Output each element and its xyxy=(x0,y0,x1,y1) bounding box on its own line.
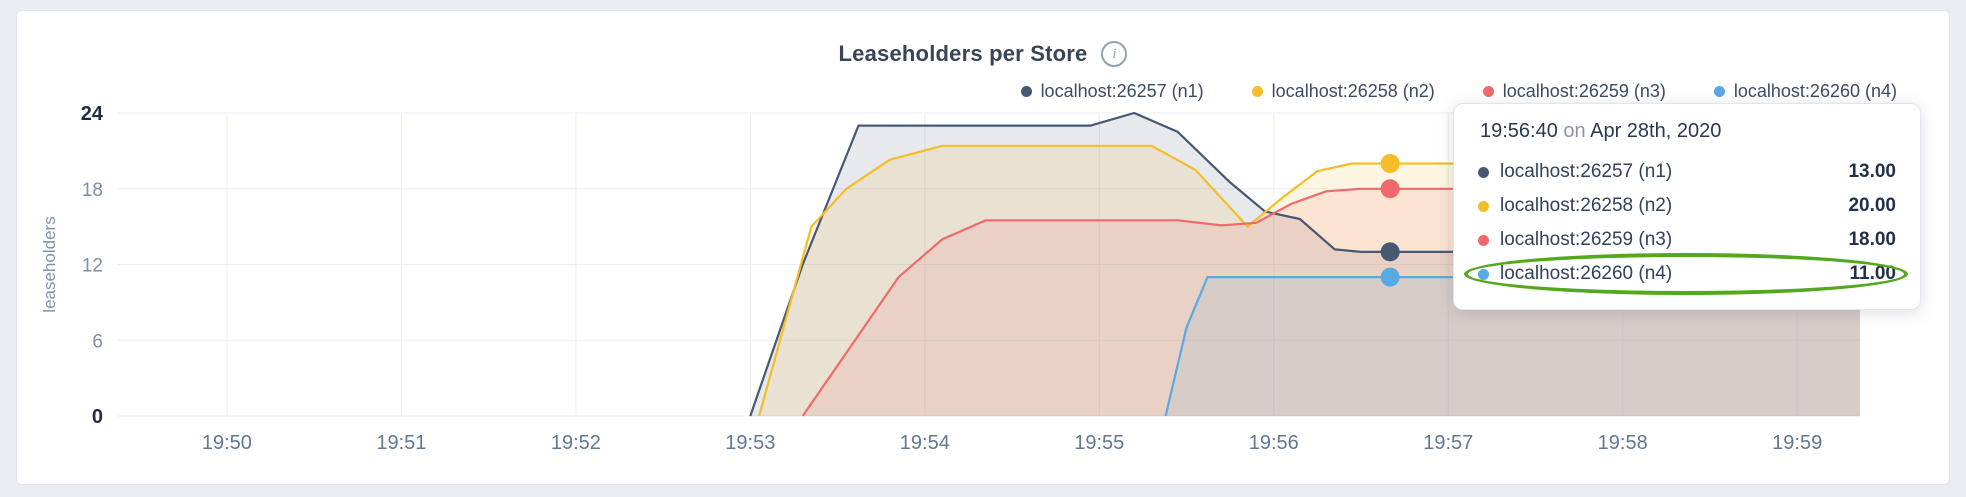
tooltip-label-n4: localhost:26260 (n4) xyxy=(1500,263,1673,284)
svg-text:6: 6 xyxy=(92,331,103,352)
legend-item-n2[interactable]: localhost:26258 (n2) xyxy=(1251,81,1435,102)
legend: localhost:26257 (n1) localhost:26258 (n2… xyxy=(1020,81,1897,102)
svg-text:19:53: 19:53 xyxy=(725,432,775,454)
tooltip-connector: on xyxy=(1563,120,1586,142)
svg-text:19:50: 19:50 xyxy=(202,432,252,454)
tooltip-row-n3: localhost:26259 (n3) 18.00 xyxy=(1478,223,1896,257)
tooltip-label-n3: localhost:26259 (n3) xyxy=(1500,229,1673,250)
tooltip-row-n1: localhost:26257 (n1) 13.00 xyxy=(1478,155,1896,189)
svg-text:24: 24 xyxy=(81,103,104,125)
tooltip-value-n2: 20.00 xyxy=(1848,195,1896,216)
series-lines xyxy=(749,111,1860,417)
tooltip-value-n4: 11.00 xyxy=(1849,263,1897,284)
tooltip-label-n2: localhost:26258 (n2) xyxy=(1500,195,1673,216)
legend-item-n1[interactable]: localhost:26257 (n1) xyxy=(1020,81,1204,102)
hover-tooltip: 19:56:40 on Apr 28th, 2020 localhost:262… xyxy=(1453,103,1921,310)
info-icon[interactable]: i xyxy=(1101,41,1128,67)
tooltip-timestamp: 19:56:40 on Apr 28th, 2020 xyxy=(1478,120,1896,143)
svg-text:19:54: 19:54 xyxy=(900,432,950,454)
tooltip-dot-n3 xyxy=(1478,234,1489,246)
svg-text:18: 18 xyxy=(82,180,103,201)
legend-item-n4[interactable]: localhost:26260 (n4) xyxy=(1713,81,1897,102)
svg-text:19:58: 19:58 xyxy=(1598,432,1648,454)
svg-text:0: 0 xyxy=(92,406,103,428)
svg-text:19:56: 19:56 xyxy=(1249,432,1299,454)
tooltip-date: Apr 28th, 2020 xyxy=(1590,120,1722,142)
legend-label-n1: localhost:26257 (n1) xyxy=(1040,81,1204,101)
tooltip-row-n2: localhost:26258 (n2) 20.00 xyxy=(1478,189,1896,223)
hover-dots xyxy=(1380,154,1400,287)
chart-title: Leaseholders per Store xyxy=(838,41,1088,66)
tooltip-dot-n2 xyxy=(1478,200,1489,212)
chart-card: Leaseholders per Store i localhost:26257… xyxy=(16,10,1950,485)
legend-dot-n1 xyxy=(1020,86,1032,97)
legend-dot-n4 xyxy=(1713,86,1725,97)
svg-text:19:59: 19:59 xyxy=(1772,432,1822,454)
tooltip-dot-n4 xyxy=(1478,268,1489,280)
tooltip-row-n4: localhost:26260 (n4) 11.00 xyxy=(1464,253,1908,295)
title-row: Leaseholders per Store i xyxy=(17,41,1949,67)
legend-label-n2: localhost:26258 (n2) xyxy=(1271,81,1435,101)
svg-text:12: 12 xyxy=(82,256,103,277)
svg-text:19:55: 19:55 xyxy=(1074,432,1124,454)
leaseholders-chart[interactable]: 19:50 19:51 19:52 19:53 19:54 19:55 19:56 19:57… xyxy=(17,101,1951,466)
tooltip-value-n3: 18.00 xyxy=(1848,229,1896,250)
x-axis-labels: 19:50 19:51 19:52 19:53 19:54 19:55 19:56 19:57… xyxy=(202,432,1822,454)
y-axis-labels: 0 6 12 18 24 xyxy=(81,103,104,428)
svg-text:19:57: 19:57 xyxy=(1423,432,1473,454)
svg-text:19:51: 19:51 xyxy=(376,432,426,454)
tooltip-label-n1: localhost:26257 (n1) xyxy=(1500,161,1673,182)
tooltip-value-n1: 13.00 xyxy=(1848,161,1896,182)
legend-label-n4: localhost:26260 (n4) xyxy=(1733,81,1897,101)
svg-text:19:52: 19:52 xyxy=(551,432,601,454)
tooltip-time: 19:56:40 xyxy=(1480,120,1558,142)
y-axis-title: leaseholders xyxy=(40,216,59,312)
legend-item-n3[interactable]: localhost:26259 (n3) xyxy=(1482,81,1666,102)
legend-dot-n3 xyxy=(1482,86,1494,97)
tooltip-dot-n1 xyxy=(1478,166,1489,178)
legend-dot-n2 xyxy=(1251,86,1263,97)
legend-label-n3: localhost:26259 (n3) xyxy=(1502,81,1666,101)
